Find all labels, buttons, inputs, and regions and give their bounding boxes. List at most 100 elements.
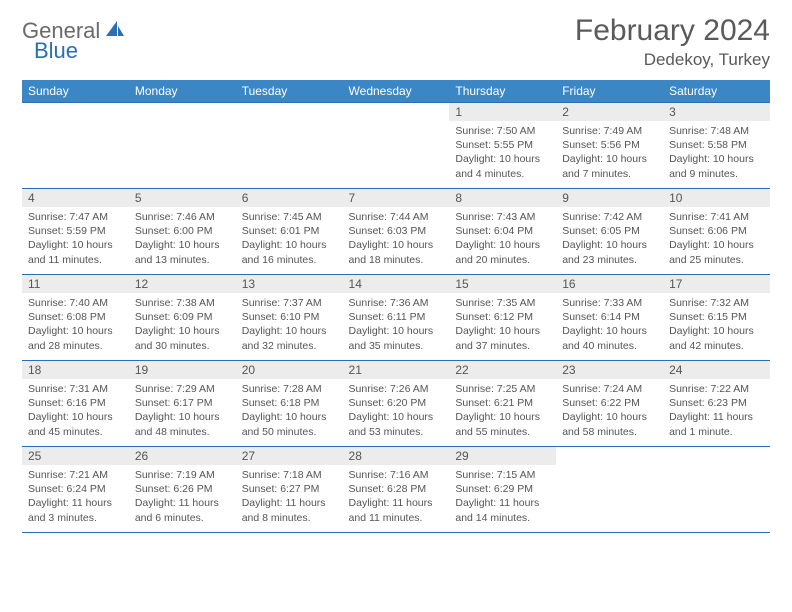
day-number: 9 — [556, 189, 663, 207]
calendar-row: 25Sunrise: 7:21 AMSunset: 6:24 PMDayligh… — [22, 447, 770, 533]
day-details: Sunrise: 7:32 AMSunset: 6:15 PMDaylight:… — [663, 293, 770, 357]
calendar-cell: 6Sunrise: 7:45 AMSunset: 6:01 PMDaylight… — [236, 189, 343, 275]
day-number: 28 — [343, 447, 450, 465]
day-number: 20 — [236, 361, 343, 379]
calendar-cell: 19Sunrise: 7:29 AMSunset: 6:17 PMDayligh… — [129, 361, 236, 447]
day-header: Wednesday — [343, 80, 450, 103]
day-number: 10 — [663, 189, 770, 207]
day-details: Sunrise: 7:42 AMSunset: 6:05 PMDaylight:… — [556, 207, 663, 271]
day-details: Sunrise: 7:29 AMSunset: 6:17 PMDaylight:… — [129, 379, 236, 443]
calendar-cell: 13Sunrise: 7:37 AMSunset: 6:10 PMDayligh… — [236, 275, 343, 361]
calendar-cell: 7Sunrise: 7:44 AMSunset: 6:03 PMDaylight… — [343, 189, 450, 275]
calendar-cell: 24Sunrise: 7:22 AMSunset: 6:23 PMDayligh… — [663, 361, 770, 447]
calendar-cell: 10Sunrise: 7:41 AMSunset: 6:06 PMDayligh… — [663, 189, 770, 275]
day-details: Sunrise: 7:16 AMSunset: 6:28 PMDaylight:… — [343, 465, 450, 529]
day-details: Sunrise: 7:35 AMSunset: 6:12 PMDaylight:… — [449, 293, 556, 357]
sail-icon — [104, 19, 126, 44]
day-number: 21 — [343, 361, 450, 379]
day-number: 15 — [449, 275, 556, 293]
calendar-cell: 5Sunrise: 7:46 AMSunset: 6:00 PMDaylight… — [129, 189, 236, 275]
day-details: Sunrise: 7:40 AMSunset: 6:08 PMDaylight:… — [22, 293, 129, 357]
day-header: Friday — [556, 80, 663, 103]
calendar-row: 11Sunrise: 7:40 AMSunset: 6:08 PMDayligh… — [22, 275, 770, 361]
day-number: 12 — [129, 275, 236, 293]
day-number: 13 — [236, 275, 343, 293]
calendar-cell: 12Sunrise: 7:38 AMSunset: 6:09 PMDayligh… — [129, 275, 236, 361]
day-details: Sunrise: 7:33 AMSunset: 6:14 PMDaylight:… — [556, 293, 663, 357]
day-details: Sunrise: 7:48 AMSunset: 5:58 PMDaylight:… — [663, 121, 770, 185]
calendar-cell: 21Sunrise: 7:26 AMSunset: 6:20 PMDayligh… — [343, 361, 450, 447]
day-details: Sunrise: 7:41 AMSunset: 6:06 PMDaylight:… — [663, 207, 770, 271]
day-details: Sunrise: 7:36 AMSunset: 6:11 PMDaylight:… — [343, 293, 450, 357]
calendar-cell: 23Sunrise: 7:24 AMSunset: 6:22 PMDayligh… — [556, 361, 663, 447]
day-details: Sunrise: 7:19 AMSunset: 6:26 PMDaylight:… — [129, 465, 236, 529]
day-number: 16 — [556, 275, 663, 293]
day-details: Sunrise: 7:46 AMSunset: 6:00 PMDaylight:… — [129, 207, 236, 271]
calendar-head: SundayMondayTuesdayWednesdayThursdayFrid… — [22, 80, 770, 103]
day-number: 29 — [449, 447, 556, 465]
calendar-cell: 3Sunrise: 7:48 AMSunset: 5:58 PMDaylight… — [663, 103, 770, 189]
day-details: Sunrise: 7:25 AMSunset: 6:21 PMDaylight:… — [449, 379, 556, 443]
calendar-cell: 15Sunrise: 7:35 AMSunset: 6:12 PMDayligh… — [449, 275, 556, 361]
calendar-cell: 25Sunrise: 7:21 AMSunset: 6:24 PMDayligh… — [22, 447, 129, 533]
day-number: 24 — [663, 361, 770, 379]
day-number: 19 — [129, 361, 236, 379]
calendar-cell: 14Sunrise: 7:36 AMSunset: 6:11 PMDayligh… — [343, 275, 450, 361]
calendar-cell: 29Sunrise: 7:15 AMSunset: 6:29 PMDayligh… — [449, 447, 556, 533]
day-header: Sunday — [22, 80, 129, 103]
day-header-row: SundayMondayTuesdayWednesdayThursdayFrid… — [22, 80, 770, 103]
calendar-cell: 4Sunrise: 7:47 AMSunset: 5:59 PMDaylight… — [22, 189, 129, 275]
calendar-row: ........1Sunrise: 7:50 AMSunset: 5:55 PM… — [22, 103, 770, 189]
day-details: Sunrise: 7:50 AMSunset: 5:55 PMDaylight:… — [449, 121, 556, 185]
calendar-cell: 18Sunrise: 7:31 AMSunset: 6:16 PMDayligh… — [22, 361, 129, 447]
day-details: Sunrise: 7:44 AMSunset: 6:03 PMDaylight:… — [343, 207, 450, 271]
header: General February 2024 Dedekoy, Turkey — [22, 14, 770, 70]
day-header: Tuesday — [236, 80, 343, 103]
calendar-cell: .. — [22, 103, 129, 189]
day-details: Sunrise: 7:22 AMSunset: 6:23 PMDaylight:… — [663, 379, 770, 443]
day-number: 8 — [449, 189, 556, 207]
day-number: 1 — [449, 103, 556, 121]
day-number: 14 — [343, 275, 450, 293]
day-details: Sunrise: 7:43 AMSunset: 6:04 PMDaylight:… — [449, 207, 556, 271]
calendar-cell: .. — [663, 447, 770, 533]
calendar-cell: 2Sunrise: 7:49 AMSunset: 5:56 PMDaylight… — [556, 103, 663, 189]
day-number: 7 — [343, 189, 450, 207]
day-details: Sunrise: 7:49 AMSunset: 5:56 PMDaylight:… — [556, 121, 663, 185]
day-header: Monday — [129, 80, 236, 103]
calendar-cell: .. — [556, 447, 663, 533]
day-number: 3 — [663, 103, 770, 121]
calendar-cell: 11Sunrise: 7:40 AMSunset: 6:08 PMDayligh… — [22, 275, 129, 361]
day-details: Sunrise: 7:38 AMSunset: 6:09 PMDaylight:… — [129, 293, 236, 357]
calendar-cell: 17Sunrise: 7:32 AMSunset: 6:15 PMDayligh… — [663, 275, 770, 361]
calendar-row: 4Sunrise: 7:47 AMSunset: 5:59 PMDaylight… — [22, 189, 770, 275]
calendar-cell: 9Sunrise: 7:42 AMSunset: 6:05 PMDaylight… — [556, 189, 663, 275]
calendar-row: 18Sunrise: 7:31 AMSunset: 6:16 PMDayligh… — [22, 361, 770, 447]
day-number: 18 — [22, 361, 129, 379]
calendar-cell: 22Sunrise: 7:25 AMSunset: 6:21 PMDayligh… — [449, 361, 556, 447]
day-number: 17 — [663, 275, 770, 293]
calendar-body: ........1Sunrise: 7:50 AMSunset: 5:55 PM… — [22, 103, 770, 533]
day-number: 23 — [556, 361, 663, 379]
calendar-cell: 20Sunrise: 7:28 AMSunset: 6:18 PMDayligh… — [236, 361, 343, 447]
day-details: Sunrise: 7:28 AMSunset: 6:18 PMDaylight:… — [236, 379, 343, 443]
day-header: Saturday — [663, 80, 770, 103]
calendar-cell: 8Sunrise: 7:43 AMSunset: 6:04 PMDaylight… — [449, 189, 556, 275]
calendar-cell: 26Sunrise: 7:19 AMSunset: 6:26 PMDayligh… — [129, 447, 236, 533]
day-details: Sunrise: 7:18 AMSunset: 6:27 PMDaylight:… — [236, 465, 343, 529]
day-details: Sunrise: 7:37 AMSunset: 6:10 PMDaylight:… — [236, 293, 343, 357]
day-details: Sunrise: 7:31 AMSunset: 6:16 PMDaylight:… — [22, 379, 129, 443]
day-details: Sunrise: 7:26 AMSunset: 6:20 PMDaylight:… — [343, 379, 450, 443]
calendar-cell: 16Sunrise: 7:33 AMSunset: 6:14 PMDayligh… — [556, 275, 663, 361]
day-number: 6 — [236, 189, 343, 207]
day-number: 4 — [22, 189, 129, 207]
day-details: Sunrise: 7:47 AMSunset: 5:59 PMDaylight:… — [22, 207, 129, 271]
calendar-cell: 1Sunrise: 7:50 AMSunset: 5:55 PMDaylight… — [449, 103, 556, 189]
calendar-cell: .. — [129, 103, 236, 189]
day-header: Thursday — [449, 80, 556, 103]
day-details: Sunrise: 7:45 AMSunset: 6:01 PMDaylight:… — [236, 207, 343, 271]
day-number: 2 — [556, 103, 663, 121]
day-number: 27 — [236, 447, 343, 465]
calendar-cell: .. — [343, 103, 450, 189]
logo-text-blue: Blue — [34, 38, 78, 63]
